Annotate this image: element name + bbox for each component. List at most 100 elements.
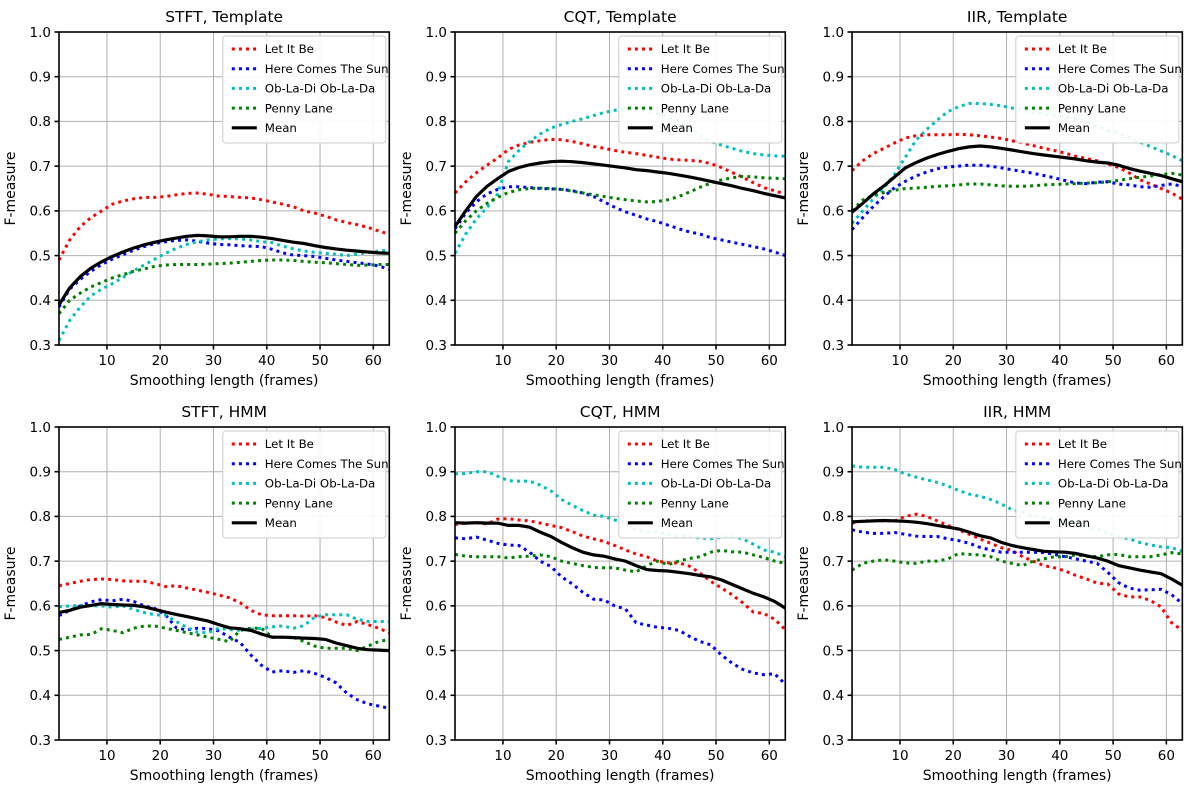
- legend-box: [222, 430, 387, 539]
- legend-label: Mean: [661, 121, 693, 135]
- series-ob-la-di-ob-la-da-line: [57, 237, 390, 342]
- series-penny-lane-line: [850, 171, 1183, 212]
- x-tick-label: 40: [258, 353, 275, 369]
- legend-label: Penny Lane: [661, 101, 729, 115]
- x-tick-label: 40: [654, 353, 671, 369]
- x-tick-label: 20: [548, 353, 565, 369]
- y-tick-label: 0.8: [822, 114, 843, 130]
- y-tick-label: 0.3: [822, 733, 843, 749]
- series-here-comes-the-sun-line: [455, 535, 787, 686]
- legend-label: Let It Be: [1057, 42, 1106, 56]
- chart-iir-template: 10 20 30 40 50 60 0.3 0.4 0.5 0.6 0.7 0.8 0.9 1.0 IIR,…: [796, 8, 1183, 389]
- y-tick-label: 0.4: [426, 688, 447, 704]
- series-here-comes-the-sun-line: [850, 163, 1183, 231]
- series-penny-lane-line: [57, 258, 390, 315]
- series-penny-lane-line: [850, 551, 1183, 572]
- x-tick-label: 20: [152, 353, 169, 369]
- legend-box: [618, 35, 783, 144]
- legend-label: Ob-La-Di Ob-La-Da: [1057, 82, 1168, 96]
- legend: Let It Be Here Comes The Sun Ob-La-Di Ob-L…: [222, 430, 389, 539]
- legend-label: Penny Lane: [265, 101, 333, 115]
- x-tick-label: 10: [891, 748, 908, 764]
- x-tick-label: 50: [1104, 353, 1121, 369]
- x-tick-label: 60: [1157, 748, 1174, 764]
- y-tick-label: 0.4: [426, 293, 447, 309]
- series-let-it-be-line: [850, 132, 1183, 201]
- y-axis-label: F-measure: [399, 151, 415, 225]
- y-tick-label: 0.4: [30, 293, 51, 309]
- y-tick-label: 1.0: [30, 420, 51, 436]
- y-axis-label: F-measure: [3, 151, 19, 225]
- y-tick-label: 0.3: [426, 338, 447, 354]
- legend-label: Mean: [1057, 121, 1089, 135]
- legend-box: [222, 35, 387, 144]
- y-tick-label: 1.0: [30, 25, 51, 41]
- legend-label: Let It Be: [265, 437, 314, 451]
- y-tick-label: 0.7: [30, 159, 51, 175]
- plot-border: [850, 31, 1183, 346]
- x-tick-label: 10: [495, 353, 512, 369]
- y-tick-label: 0.7: [426, 159, 447, 175]
- y-tick-label: 0.8: [426, 509, 447, 525]
- chart-title: STFT, Template: [165, 8, 283, 26]
- y-tick-label: 0.5: [30, 248, 51, 264]
- legend-label: Ob-La-Di Ob-La-Da: [265, 82, 375, 96]
- x-tick-label: 20: [548, 748, 565, 764]
- x-tick-label: 40: [654, 748, 671, 764]
- y-tick-label: 0.6: [426, 204, 447, 220]
- y-tick-label: 0.4: [822, 293, 843, 309]
- legend-label: Here Comes The Sun: [661, 457, 785, 471]
- legend-label: Let It Be: [1057, 437, 1106, 451]
- chart-stft-template: 10 20 30 40 50 60 0.3 0.4 0.5 0.6 0.7 0.8 0.9 1.0 STFT…: [3, 8, 391, 389]
- y-tick-label: 0.3: [30, 733, 51, 749]
- x-tick-label: 30: [205, 353, 222, 369]
- y-tick-label: 0.5: [426, 248, 447, 264]
- legend: Let It Be Here Comes The Sun Ob-La-Di Ob-L…: [1014, 35, 1181, 144]
- plot-border: [58, 31, 391, 346]
- legend-label: Let It Be: [661, 437, 710, 451]
- chart-title: CQT, HMM: [580, 403, 661, 421]
- x-tick-label: 60: [365, 353, 382, 369]
- legend-label: Mean: [1057, 516, 1089, 530]
- legend-label: Ob-La-Di Ob-La-Da: [1057, 477, 1168, 491]
- legend-label: Here Comes The Sun: [265, 62, 389, 76]
- x-tick-label: 50: [708, 353, 725, 369]
- y-tick-label: 0.8: [426, 114, 447, 130]
- series-here-comes-the-sun-line: [58, 597, 390, 710]
- x-tick-label: 60: [1157, 353, 1174, 369]
- legend-label: Penny Lane: [265, 496, 333, 510]
- series-here-comes-the-sun-line: [57, 238, 390, 308]
- y-tick-label: 0.8: [30, 509, 51, 525]
- y-tick-label: 1.0: [426, 25, 447, 41]
- y-axis-label: F-measure: [796, 546, 812, 620]
- x-tick-label: 30: [205, 748, 222, 764]
- x-axis-label: Smoothing length (frames): [130, 768, 319, 784]
- series-let-it-be-line: [57, 191, 390, 261]
- y-tick-label: 1.0: [822, 25, 843, 41]
- legend-label: Here Comes The Sun: [1057, 457, 1181, 471]
- x-axis-label: Smoothing length (frames): [526, 373, 715, 389]
- chart-title: STFT, HMM: [181, 403, 267, 421]
- y-tick-label: 0.5: [822, 248, 843, 264]
- x-tick-label: 50: [311, 748, 328, 764]
- legend-box: [618, 430, 783, 539]
- y-tick-label: 0.9: [30, 465, 51, 481]
- plot-border: [454, 31, 787, 346]
- chart-iir-hmm: 10 20 30 40 50 60 0.3 0.4 0.5 0.6 0.7 0.8 0.9 1.0 IIR,…: [796, 403, 1183, 784]
- series-mean-line: [57, 233, 390, 306]
- x-tick-label: 30: [998, 748, 1015, 764]
- x-tick-label: 40: [258, 748, 275, 764]
- x-tick-label: 50: [708, 748, 725, 764]
- x-tick-label: 40: [1051, 748, 1068, 764]
- legend-label: Mean: [661, 516, 693, 530]
- x-tick-label: 10: [495, 748, 512, 764]
- legend-label: Ob-La-Di Ob-La-Da: [661, 477, 771, 491]
- x-tick-label: 10: [98, 748, 115, 764]
- x-axis-label: Smoothing length (frames): [922, 768, 1111, 784]
- x-tick-label: 10: [98, 353, 115, 369]
- legend: Let It Be Here Comes The Sun Ob-La-Di Ob-L…: [618, 35, 785, 144]
- chart-stft-hmm: 10 20 30 40 50 60 0.3 0.4 0.5 0.6 0.7 0.8 0.9 1.0 STFT…: [3, 403, 391, 784]
- legend-label: Penny Lane: [1057, 496, 1125, 510]
- legend-label: Here Comes The Sun: [1057, 62, 1181, 76]
